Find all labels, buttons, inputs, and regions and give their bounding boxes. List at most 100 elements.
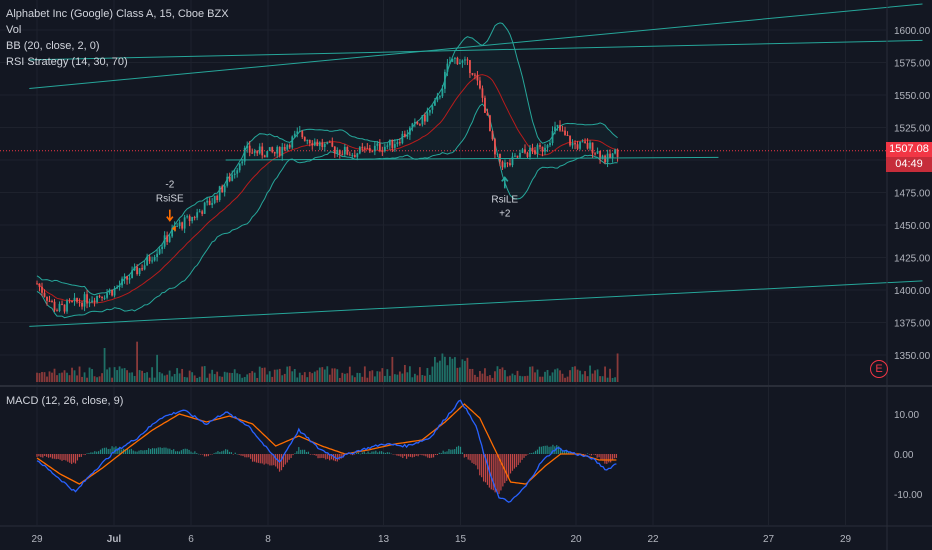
volume-bar <box>556 368 559 382</box>
macd-histogram-bar <box>380 451 383 454</box>
earnings-marker[interactable]: E <box>870 360 888 378</box>
candle-body <box>551 131 554 143</box>
candle-body <box>198 211 201 213</box>
candle-body <box>356 153 359 158</box>
macd-histogram-bar <box>325 454 327 460</box>
volume-bar <box>366 377 369 382</box>
macd-histogram-bar <box>265 454 267 464</box>
macd-histogram-bar <box>98 451 100 454</box>
chart-title[interactable]: Alphabet Inc (Google) Class A, 15, Cboe … <box>6 8 229 20</box>
macd-histogram-bar <box>261 454 263 464</box>
candle-body <box>576 144 579 149</box>
macd-histogram-bar <box>602 454 604 461</box>
candle-body <box>466 59 469 61</box>
volume-bar <box>398 371 401 382</box>
candle-body <box>113 288 116 296</box>
macd-histogram-bar <box>473 454 475 465</box>
candle-body <box>56 310 58 312</box>
macd-histogram-bar <box>36 454 38 457</box>
candle-body <box>393 144 396 148</box>
macd-histogram-bar <box>538 446 541 454</box>
volume-bar <box>346 373 349 382</box>
bollinger-legend[interactable]: BB (20, close, 2, 0) <box>6 40 100 52</box>
macd-histogram-bar <box>606 454 608 464</box>
candle-body <box>451 58 454 62</box>
volume-bar <box>271 376 274 382</box>
countdown-badge: 04:49 <box>886 157 932 172</box>
candle-body <box>58 303 61 311</box>
volume-bar <box>263 367 266 382</box>
candle-body <box>496 153 499 155</box>
volume-bar <box>226 372 229 382</box>
macd-histogram-bar <box>598 454 600 458</box>
rsi-strategy-legend[interactable]: RSI Strategy (14, 30, 70) <box>6 56 128 68</box>
macd-histogram-bar <box>550 446 552 454</box>
macd-histogram-bar <box>226 449 229 454</box>
volume-bar <box>464 360 466 382</box>
trendlines[interactable] <box>29 3 923 327</box>
macd-histogram-bar <box>508 454 510 479</box>
macd-histogram-bar <box>228 451 231 454</box>
candle-body <box>353 155 356 158</box>
candle-body <box>604 155 606 163</box>
volume-legend[interactable]: Vol <box>6 24 22 36</box>
macd-histogram-bar <box>406 454 408 459</box>
macd-histogram-bar <box>136 451 138 454</box>
volume-bar <box>461 359 464 382</box>
volume-bar <box>128 372 131 382</box>
macd-tick-label: 0.00 <box>894 450 914 461</box>
macd-histogram-bar <box>277 454 279 469</box>
candle-body <box>456 57 459 65</box>
volume-bar <box>361 376 364 382</box>
candle-body <box>539 145 541 147</box>
candle-body <box>46 296 48 301</box>
macd-histogram-bar <box>163 447 165 454</box>
volume-bar <box>441 353 444 382</box>
volume-bar <box>158 372 161 382</box>
macd-histogram-bar <box>592 454 594 455</box>
macd-histogram-bar <box>367 451 369 454</box>
candle-body <box>263 155 266 158</box>
volume-bar <box>136 341 138 382</box>
candle-body <box>78 301 81 303</box>
macd-histogram-bar <box>486 454 489 485</box>
candle-body <box>281 147 284 156</box>
volume-bar <box>98 376 101 382</box>
macd-histogram-bar <box>594 454 596 456</box>
macd-histogram-bar <box>300 449 302 454</box>
volume-bar <box>243 376 246 382</box>
volume-bar <box>131 372 133 382</box>
volume-bar <box>499 368 501 382</box>
macd-histogram-bar <box>421 454 423 456</box>
macd-histogram-bar <box>402 454 404 458</box>
macd-histogram-bar <box>238 454 240 455</box>
candle-body <box>559 124 561 131</box>
volume-bar <box>71 367 73 382</box>
candle-body <box>101 296 103 298</box>
volume-bar <box>391 356 394 382</box>
candle-body <box>469 60 471 74</box>
candle-body <box>569 135 571 146</box>
candle-body <box>153 257 156 261</box>
macd-histogram-bar <box>250 454 252 459</box>
volume-bar <box>459 367 461 382</box>
trendline <box>29 3 923 89</box>
candle-body <box>81 302 83 307</box>
volume-bar <box>536 369 539 382</box>
candle-body <box>208 200 211 205</box>
volume-bar <box>514 375 516 382</box>
candle-body <box>308 139 311 144</box>
candle-body <box>73 297 76 302</box>
macd-histogram-bar <box>354 454 356 455</box>
macd-histogram-bar <box>302 449 304 454</box>
time-tick-label: 13 <box>378 534 390 545</box>
volume-bar <box>428 374 431 382</box>
candle-body <box>516 155 519 158</box>
volume-bar <box>606 377 609 382</box>
volume-bar <box>416 375 419 382</box>
volume-bar <box>121 368 123 382</box>
macd-legend[interactable]: MACD (12, 26, close, 9) <box>6 395 124 407</box>
macd-histogram-bar <box>138 450 140 454</box>
macd-histogram-bar <box>479 454 481 476</box>
